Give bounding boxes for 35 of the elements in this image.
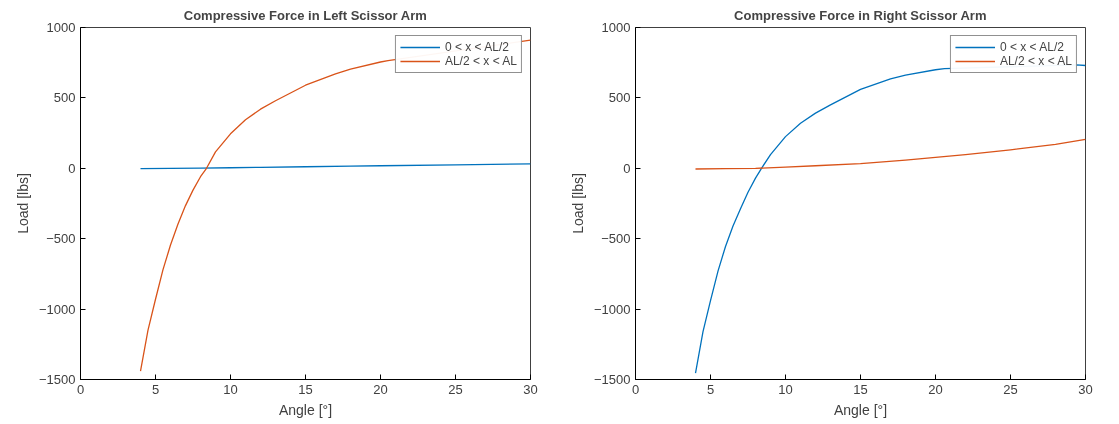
legend-label: 0 < x < AL/2: [444, 40, 509, 54]
x-tick-label: 25: [1003, 381, 1018, 397]
x-tick-label: 15: [853, 381, 868, 397]
x-tick-label: 10: [223, 381, 238, 397]
y-axis-title: Load [lbs]: [569, 173, 586, 234]
chart-title: Compressive Force in Right Scissor Arm: [734, 7, 987, 23]
y-tick-label: 0: [623, 160, 631, 176]
x-tick-label: 20: [928, 381, 943, 397]
y-tick-label: −500: [46, 231, 76, 247]
x-tick-label: 5: [706, 381, 715, 397]
y-tick-label: 0: [68, 160, 76, 176]
y-tick-label: −1000: [593, 301, 631, 317]
x-tick-label: 5: [151, 381, 160, 397]
y-tick-label: −1500: [593, 372, 631, 387]
x-tick-label: 30: [1078, 381, 1093, 397]
x-axis-title: Angle [°]: [278, 401, 333, 418]
y-tick-label: 1000: [46, 20, 76, 35]
legend-label: AL/2 < x < AL: [999, 54, 1072, 68]
y-tick-label: 500: [608, 90, 631, 106]
legend-label: AL/2 < x < AL: [444, 54, 517, 68]
legend-label: 0 < x < AL/2: [999, 40, 1064, 54]
x-tick-label: 10: [778, 381, 793, 397]
x-tick-label: 20: [373, 381, 388, 397]
chart-title: Compressive Force in Left Scissor Arm: [183, 7, 427, 23]
y-tick-label: 1000: [601, 20, 631, 35]
y-tick-label: −500: [601, 231, 631, 247]
y-axis-title: Load [lbs]: [14, 173, 31, 234]
y-tick-label: −1500: [38, 372, 76, 387]
y-tick-label: −1000: [38, 301, 76, 317]
y-tick-label: 500: [53, 90, 76, 106]
x-tick-label: 25: [448, 381, 463, 397]
x-tick-label: 15: [298, 381, 313, 397]
line-series: [694, 138, 1086, 170]
x-axis-title: Angle [°]: [833, 401, 888, 418]
x-tick-label: 30: [523, 381, 538, 397]
